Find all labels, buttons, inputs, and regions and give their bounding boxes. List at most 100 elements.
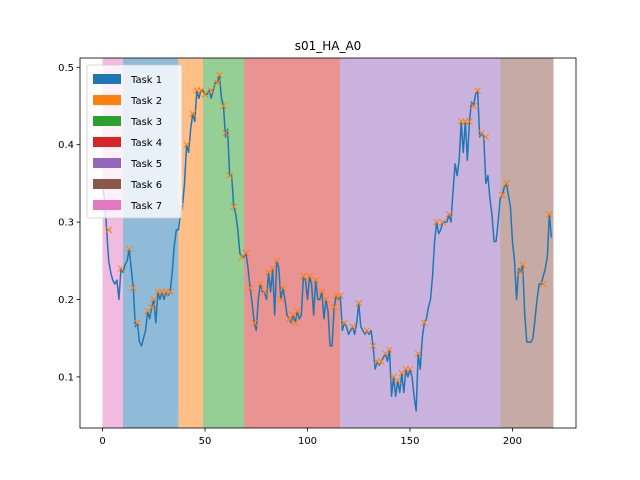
marker-point (474, 87, 481, 94)
marker-point (222, 129, 229, 137)
legend-swatch (93, 74, 121, 84)
task-band-task-4 (243, 58, 341, 428)
legend-swatch (93, 179, 121, 189)
marker-stroke (336, 292, 344, 299)
legend-label: Task 1 (130, 75, 162, 86)
marker-point (189, 110, 197, 118)
marker-stroke (306, 272, 313, 280)
x-tick-label: 200 (503, 436, 522, 447)
marker-stroke (197, 87, 205, 94)
marker-point (300, 272, 307, 280)
marker-point (129, 284, 137, 292)
marker-stroke (445, 211, 453, 218)
marker-stroke (478, 129, 486, 137)
marker-stroke (226, 172, 233, 180)
task-bands (102, 58, 554, 428)
task-band-task-3 (202, 58, 244, 428)
legend-label: Task 6 (130, 180, 162, 191)
marker-stroke (300, 272, 307, 280)
marker-stroke (341, 319, 348, 327)
x-tick-label: 150 (400, 436, 419, 447)
marker-stroke (482, 133, 490, 141)
marker-point (230, 203, 238, 210)
marker-point (386, 346, 393, 354)
marker-stroke (273, 257, 281, 265)
marker-stroke (150, 296, 158, 303)
marker-stroke (355, 300, 363, 307)
marker-point (257, 280, 264, 288)
marker-point (539, 280, 547, 288)
series-line-path (101, 74, 553, 412)
marker-stroke (134, 319, 141, 327)
marker-point (166, 288, 174, 296)
marker-stroke (230, 203, 238, 210)
marker-point (369, 342, 377, 350)
marker-stroke (250, 319, 258, 327)
marker-point (546, 211, 553, 218)
marker-point (517, 269, 525, 276)
marker-point (318, 288, 326, 296)
marker-stroke (519, 261, 527, 269)
marker-point (466, 118, 473, 125)
marker-stroke (207, 87, 215, 94)
marker-stroke (277, 296, 285, 303)
marker-point (498, 191, 506, 199)
marker-point (150, 296, 158, 303)
marker-point (220, 102, 227, 110)
marker-stroke (390, 373, 397, 381)
series-line (101, 74, 553, 412)
marker-point (213, 79, 221, 87)
marker-stroke (406, 365, 414, 373)
marker-point (322, 296, 330, 303)
marker-stroke (216, 71, 223, 79)
marker-stroke (363, 327, 371, 334)
marker-stroke (213, 79, 221, 87)
task-band-task-6 (500, 58, 554, 428)
marker-stroke (330, 303, 338, 311)
marker-point (439, 218, 447, 226)
y-tick-label: 0.4 (58, 140, 74, 151)
marker-stroke (414, 350, 422, 358)
marker-stroke (261, 288, 268, 296)
marker-stroke (546, 211, 553, 218)
marker-point (279, 284, 287, 292)
legend-swatch (93, 95, 121, 105)
marker-stroke (466, 118, 473, 125)
marker-point (330, 303, 338, 311)
marker-point (201, 91, 209, 98)
legend-swatch (93, 200, 121, 210)
marker-point (273, 257, 281, 265)
marker-point (519, 261, 527, 269)
x-axis: 0 50 100 150 200 (99, 428, 522, 447)
marker-point (291, 319, 299, 327)
marker-stroke (420, 319, 428, 327)
marker-point (293, 307, 301, 315)
marker-point (105, 226, 113, 234)
marker-stroke (201, 91, 209, 98)
marker-stroke (312, 276, 320, 284)
y-tick-label: 0.5 (58, 63, 74, 74)
marker-point (482, 133, 490, 141)
marker-stroke (474, 87, 481, 94)
marker-stroke (318, 288, 326, 296)
marker-stroke (242, 249, 250, 257)
marker-stroke (517, 269, 525, 276)
marker-stroke (470, 102, 477, 110)
marker-point (246, 284, 254, 292)
marker-point (336, 292, 344, 299)
marker-point (226, 172, 233, 180)
chart-title: s01_HA_A0 (295, 39, 362, 53)
task-band-task-5 (340, 58, 501, 428)
marker-stroke (349, 323, 356, 330)
marker-stroke (498, 191, 506, 199)
marker-point (148, 303, 156, 311)
marker-point (445, 211, 453, 218)
legend-label: Task 7 (130, 201, 162, 212)
legend: Task 1 Task 2 Task 3 Task 4 Task 5 Task 6 Task… (86, 64, 183, 219)
marker-point (261, 288, 268, 296)
legend-swatch (93, 137, 121, 147)
x-tick-label: 100 (298, 436, 317, 447)
marker-stroke (125, 245, 133, 253)
legend-swatch (93, 116, 121, 126)
